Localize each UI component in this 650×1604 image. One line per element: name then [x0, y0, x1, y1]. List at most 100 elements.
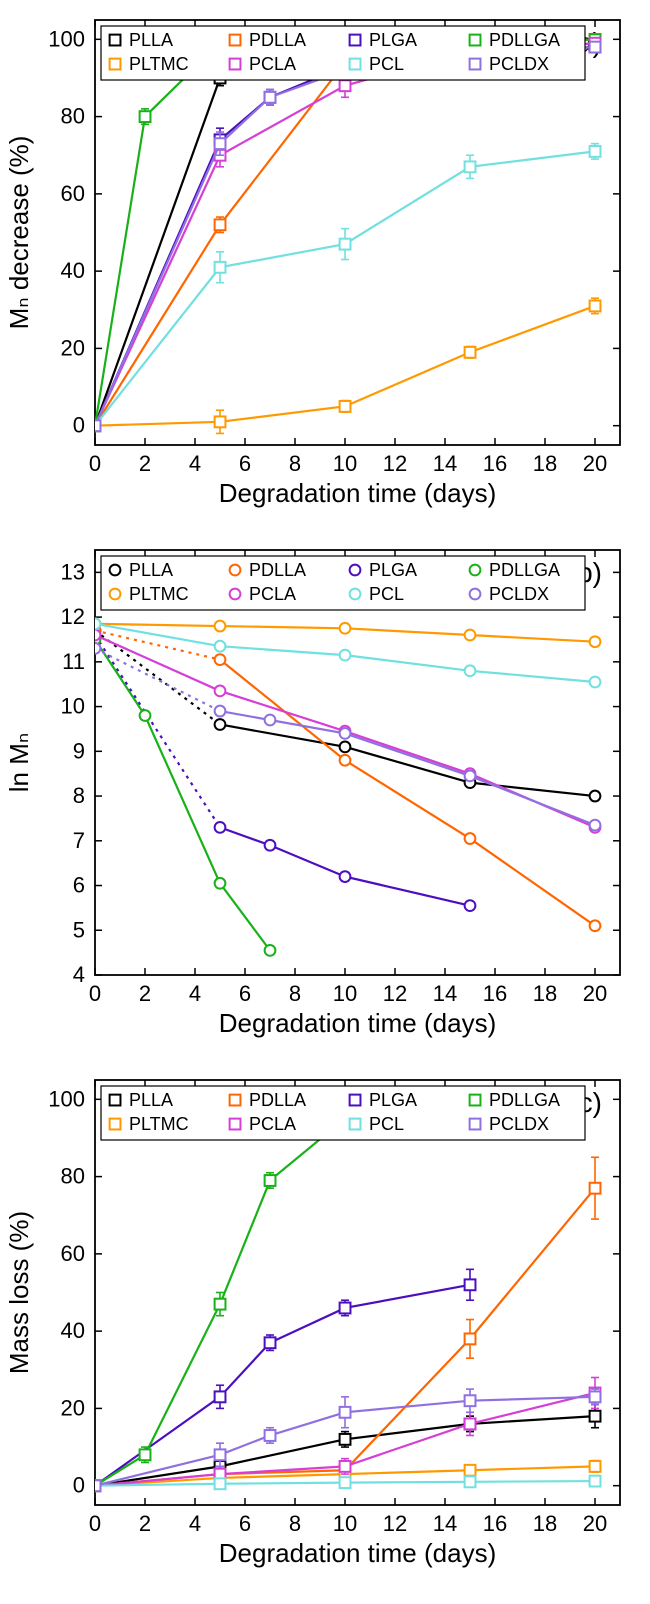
data-marker: [215, 654, 226, 665]
y-tick-label: 20: [61, 335, 85, 360]
data-marker: [350, 59, 361, 70]
x-tick-label: 0: [89, 451, 101, 476]
y-tick-label: 8: [73, 783, 85, 808]
x-tick-label: 16: [483, 1511, 507, 1536]
data-marker: [265, 92, 276, 103]
data-marker: [590, 1183, 601, 1194]
panel-a: 02468101214161820020406080100Degradation…: [0, 0, 650, 520]
data-marker: [215, 219, 226, 230]
data-marker: [340, 1434, 351, 1445]
y-tick-label: 40: [61, 258, 85, 283]
data-marker: [465, 1279, 476, 1290]
x-tick-label: 10: [333, 451, 357, 476]
y-axis-label: Mₙ decrease (%): [4, 136, 34, 330]
y-tick-label: 60: [61, 1241, 85, 1266]
legend-label: PLTMC: [129, 584, 189, 604]
data-marker: [340, 1477, 351, 1488]
y-tick-label: 11: [62, 649, 85, 674]
x-tick-label: 12: [383, 1511, 407, 1536]
data-marker: [590, 42, 601, 53]
data-marker: [230, 589, 241, 600]
data-marker: [90, 618, 101, 629]
data-marker: [265, 1430, 276, 1441]
x-tick-label: 6: [239, 451, 251, 476]
data-marker: [340, 80, 351, 91]
data-marker: [110, 589, 121, 600]
data-marker: [90, 420, 101, 431]
y-tick-label: 100: [48, 26, 85, 51]
legend-label: PLGA: [369, 30, 417, 50]
data-marker: [90, 1480, 101, 1491]
legend-label: PLLA: [129, 30, 173, 50]
y-tick-label: 12: [61, 604, 85, 629]
x-tick-label: 8: [289, 1511, 301, 1536]
y-tick-label: 20: [61, 1395, 85, 1420]
data-marker: [465, 161, 476, 172]
y-axis-label: Mass loss (%): [4, 1211, 34, 1374]
data-marker: [350, 1119, 361, 1130]
x-tick-label: 4: [189, 451, 201, 476]
data-marker: [465, 1418, 476, 1429]
panel-b: 0246810121416182045678910111213Degradati…: [0, 530, 650, 1050]
data-marker: [215, 719, 226, 730]
y-tick-label: 6: [73, 873, 85, 898]
data-marker: [465, 1476, 476, 1487]
data-marker: [590, 920, 601, 931]
data-marker: [470, 59, 481, 70]
legend-label: PLTMC: [129, 1114, 189, 1134]
data-marker: [340, 1461, 351, 1472]
data-marker: [230, 1095, 241, 1106]
y-tick-label: 4: [73, 962, 85, 987]
y-tick-label: 0: [73, 413, 85, 438]
y-tick-label: 80: [61, 104, 85, 129]
x-tick-label: 14: [433, 1511, 457, 1536]
data-marker: [340, 741, 351, 752]
data-marker: [590, 820, 601, 831]
data-marker: [465, 347, 476, 358]
data-marker: [215, 878, 226, 889]
data-marker: [215, 822, 226, 833]
x-tick-label: 2: [139, 451, 151, 476]
legend-label: PDLLA: [249, 30, 306, 50]
data-marker: [265, 945, 276, 956]
data-marker: [215, 1391, 226, 1402]
legend-label: PCLA: [249, 584, 296, 604]
x-tick-label: 20: [583, 451, 607, 476]
y-tick-label: 0: [73, 1473, 85, 1498]
data-marker: [265, 1337, 276, 1348]
x-axis-label: Degradation time (days): [219, 478, 496, 508]
legend-label: PCLA: [249, 1114, 296, 1134]
y-tick-label: 5: [73, 917, 85, 942]
y-tick-label: 13: [61, 559, 85, 584]
data-marker: [590, 146, 601, 157]
data-marker: [110, 565, 121, 576]
x-tick-label: 8: [289, 981, 301, 1006]
data-marker: [590, 791, 601, 802]
data-marker: [340, 650, 351, 661]
data-marker: [465, 665, 476, 676]
legend-label: PLTMC: [129, 54, 189, 74]
data-marker: [265, 1175, 276, 1186]
x-tick-label: 0: [89, 981, 101, 1006]
legend-label: PDLLGA: [489, 1090, 560, 1110]
x-tick-label: 6: [239, 1511, 251, 1536]
data-marker: [350, 565, 361, 576]
data-marker: [590, 636, 601, 647]
data-marker: [140, 111, 151, 122]
data-marker: [215, 621, 226, 632]
data-marker: [215, 686, 226, 697]
data-marker: [90, 643, 101, 654]
data-marker: [470, 35, 481, 46]
legend-label: PLGA: [369, 1090, 417, 1110]
x-tick-label: 0: [89, 1511, 101, 1536]
data-marker: [590, 677, 601, 688]
data-marker: [110, 35, 121, 46]
data-marker: [470, 1119, 481, 1130]
legend-label: PDLLGA: [489, 560, 560, 580]
y-tick-label: 7: [73, 828, 85, 853]
data-marker: [340, 871, 351, 882]
data-marker: [110, 1095, 121, 1106]
data-marker: [215, 262, 226, 273]
x-tick-label: 6: [239, 981, 251, 1006]
data-marker: [340, 401, 351, 412]
